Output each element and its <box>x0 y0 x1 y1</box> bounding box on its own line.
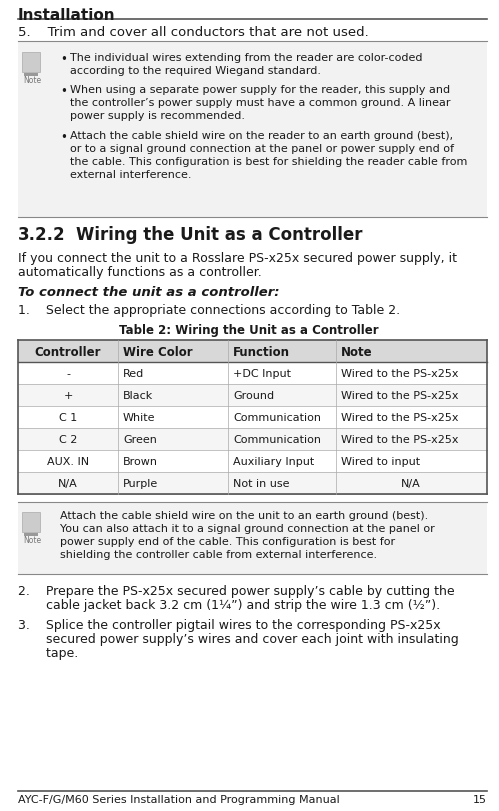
Text: •: • <box>60 131 67 144</box>
Text: 5.    Trim and cover all conductors that are not used.: 5. Trim and cover all conductors that ar… <box>18 26 369 39</box>
Bar <box>22 53 40 73</box>
Text: 2.    Prepare the PS-x25x secured power supply’s cable by cutting the: 2. Prepare the PS-x25x secured power sup… <box>18 584 455 597</box>
Text: or to a signal ground connection at the panel or power supply end of: or to a signal ground connection at the … <box>70 144 454 154</box>
Text: the controller’s power supply must have a common ground. A linear: the controller’s power supply must have … <box>70 98 451 108</box>
Text: according to the required Wiegand standard.: according to the required Wiegand standa… <box>70 66 321 76</box>
Text: Wire Color: Wire Color <box>123 345 193 358</box>
Text: Ground: Ground <box>233 391 274 401</box>
Text: You can also attach it to a signal ground connection at the panel or: You can also attach it to a signal groun… <box>60 523 435 534</box>
Text: C 1: C 1 <box>59 413 77 423</box>
Text: AUX. IN: AUX. IN <box>47 457 89 466</box>
Bar <box>22 513 40 532</box>
Text: Brown: Brown <box>123 457 158 466</box>
Bar <box>18 406 487 428</box>
Text: power supply end of the cable. This configuration is best for: power supply end of the cable. This conf… <box>60 536 395 547</box>
Bar <box>18 384 487 406</box>
Text: Wired to input: Wired to input <box>341 457 420 466</box>
Text: external interference.: external interference. <box>70 169 192 180</box>
Text: Note: Note <box>341 345 373 358</box>
Text: •: • <box>60 53 67 66</box>
Text: Wired to the PS-x25x: Wired to the PS-x25x <box>341 391 459 401</box>
Text: Note: Note <box>23 76 41 85</box>
Text: White: White <box>123 413 156 423</box>
Bar <box>18 363 487 384</box>
Text: To connect the unit as a controller:: To connect the unit as a controller: <box>18 285 279 298</box>
Text: secured power supply’s wires and cover each joint with insulating: secured power supply’s wires and cover e… <box>18 633 459 646</box>
Text: Black: Black <box>123 391 153 401</box>
Bar <box>24 534 38 536</box>
Text: Green: Green <box>123 435 157 444</box>
Text: +DC Input: +DC Input <box>233 368 291 379</box>
Text: Attach the cable shield wire on the unit to an earth ground (best).: Attach the cable shield wire on the unit… <box>60 510 428 521</box>
Text: cable jacket back 3.2 cm (1¼”) and strip the wire 1.3 cm (½”).: cable jacket back 3.2 cm (1¼”) and strip… <box>18 599 440 611</box>
Text: Communication: Communication <box>233 435 321 444</box>
Text: The individual wires extending from the reader are color-coded: The individual wires extending from the … <box>70 53 423 63</box>
Text: Purple: Purple <box>123 478 158 488</box>
Text: Note: Note <box>23 535 41 544</box>
Bar <box>18 428 487 450</box>
Text: Auxiliary Input: Auxiliary Input <box>233 457 314 466</box>
Text: +: + <box>63 391 73 401</box>
Bar <box>24 74 38 77</box>
Text: •: • <box>60 85 67 98</box>
Text: power supply is recommended.: power supply is recommended. <box>70 111 245 121</box>
Text: If you connect the unit to a Rosslare PS-x25x secured power supply, it: If you connect the unit to a Rosslare PS… <box>18 251 457 264</box>
Text: Wired to the PS-x25x: Wired to the PS-x25x <box>341 368 459 379</box>
Text: tape.: tape. <box>18 646 78 659</box>
Text: 3.    Splice the controller pigtail wires to the corresponding PS-x25x: 3. Splice the controller pigtail wires t… <box>18 618 441 631</box>
Text: Function: Function <box>233 345 290 358</box>
Text: Attach the cable shield wire on the reader to an earth ground (best),: Attach the cable shield wire on the read… <box>70 131 453 141</box>
Text: When using a separate power supply for the reader, this supply and: When using a separate power supply for t… <box>70 85 450 95</box>
Text: Red: Red <box>123 368 144 379</box>
Bar <box>18 341 487 363</box>
Text: shielding the controller cable from external interference.: shielding the controller cable from exte… <box>60 549 377 560</box>
Text: Communication: Communication <box>233 413 321 423</box>
Text: Table 2: Wiring the Unit as a Controller: Table 2: Wiring the Unit as a Controller <box>119 324 379 337</box>
Text: 3.2.2: 3.2.2 <box>18 225 66 243</box>
Text: 1.    Select the appropriate connections according to Table 2.: 1. Select the appropriate connections ac… <box>18 303 400 316</box>
Text: 15: 15 <box>473 794 487 804</box>
Text: Not in use: Not in use <box>233 478 289 488</box>
Text: the cable. This configuration is best for shielding the reader cable from: the cable. This configuration is best fo… <box>70 157 468 167</box>
Bar <box>18 502 487 574</box>
Text: Controller: Controller <box>35 345 101 358</box>
Text: automatically functions as a controller.: automatically functions as a controller. <box>18 266 262 279</box>
Text: N/A: N/A <box>58 478 78 488</box>
Text: AYC-F/G/M60 Series Installation and Programming Manual: AYC-F/G/M60 Series Installation and Prog… <box>18 794 340 804</box>
Text: N/A: N/A <box>401 478 421 488</box>
Bar <box>18 473 487 495</box>
Text: -: - <box>66 368 70 379</box>
Text: C 2: C 2 <box>59 435 77 444</box>
Bar <box>18 43 487 217</box>
Text: Wired to the PS-x25x: Wired to the PS-x25x <box>341 435 459 444</box>
Text: Wiring the Unit as a Controller: Wiring the Unit as a Controller <box>53 225 362 243</box>
Text: Installation: Installation <box>18 8 116 23</box>
Text: Wired to the PS-x25x: Wired to the PS-x25x <box>341 413 459 423</box>
Bar <box>18 450 487 473</box>
